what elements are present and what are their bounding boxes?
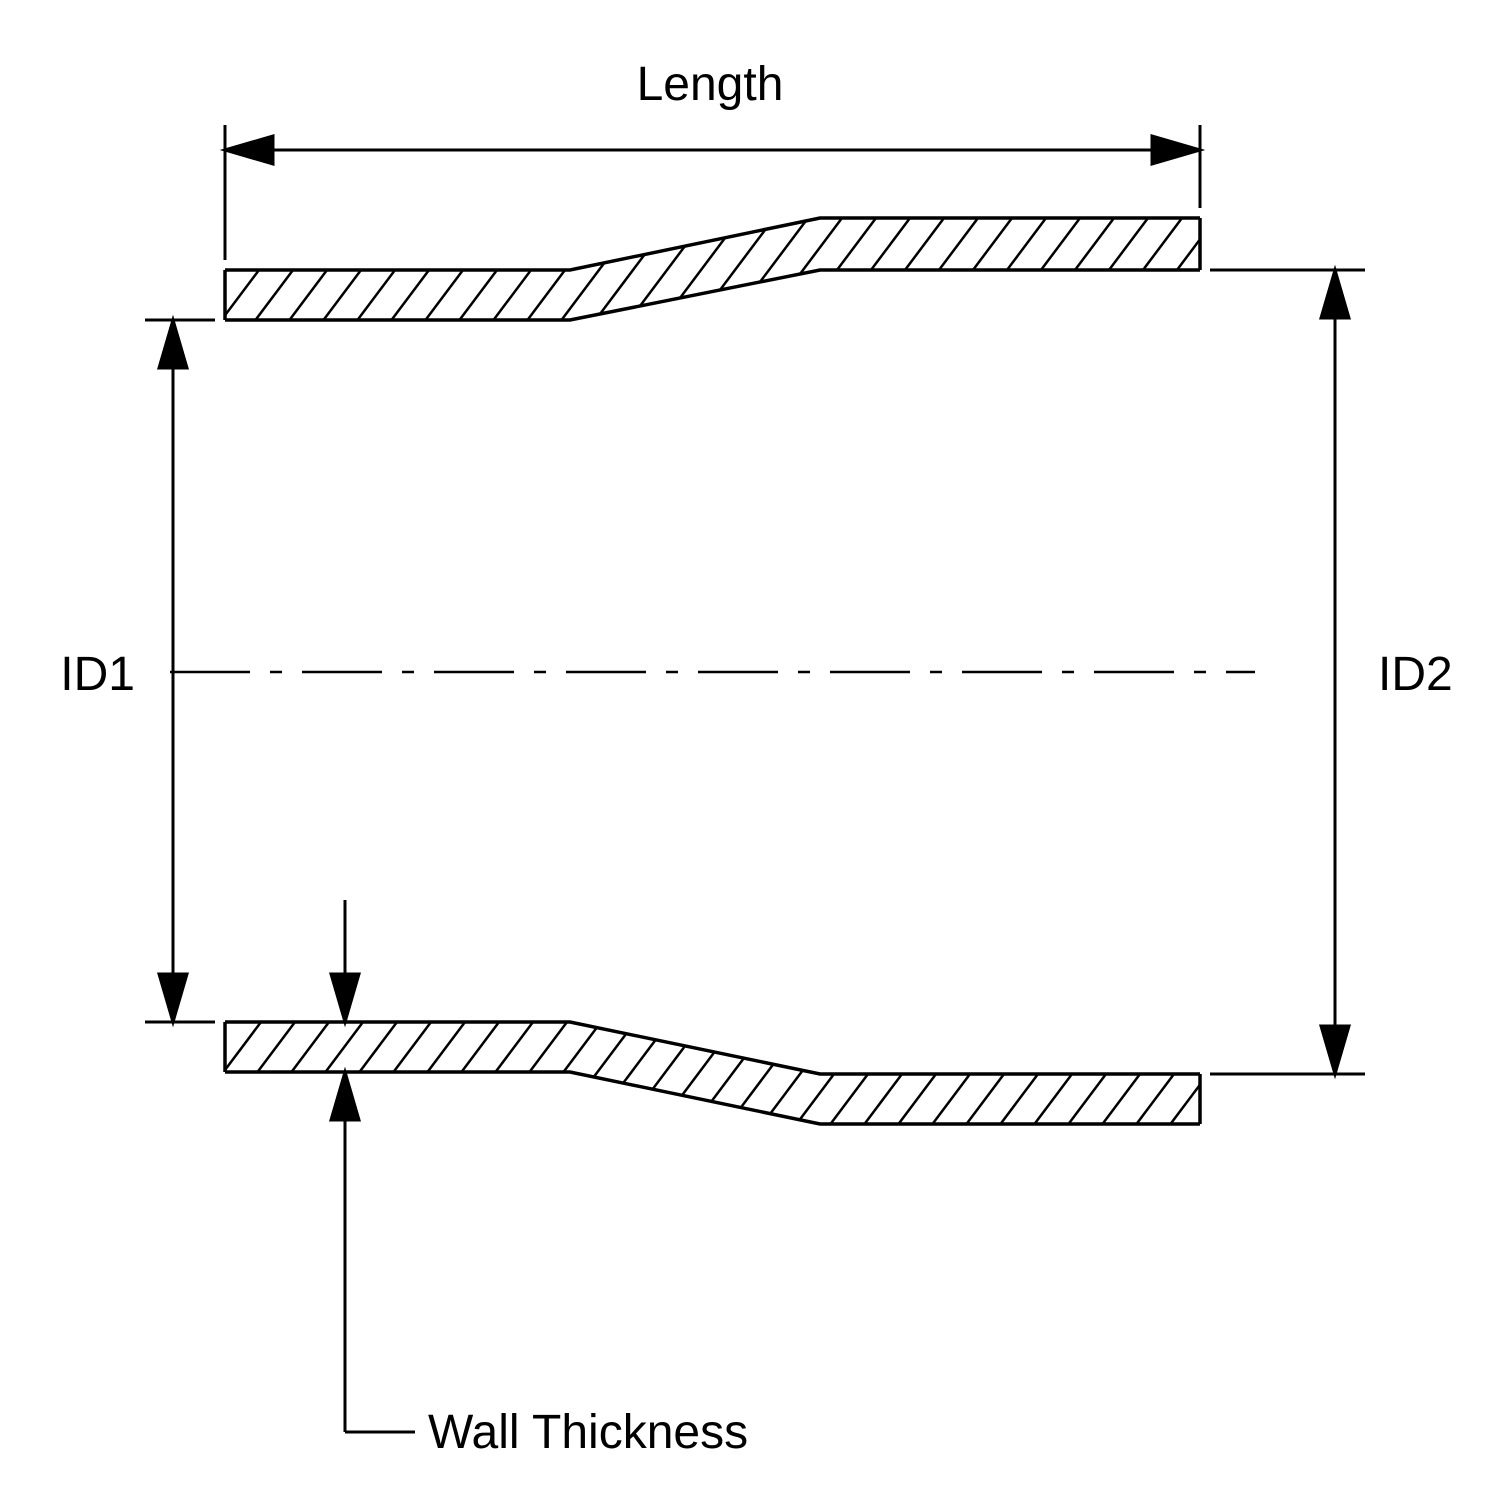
hatch-bottom bbox=[150, 970, 1320, 1170]
label-id1: ID1 bbox=[60, 648, 135, 701]
dim-wall-thickness bbox=[331, 900, 415, 1432]
label-length: Length bbox=[637, 58, 784, 111]
label-wall-thickness: Wall Thickness bbox=[428, 1406, 748, 1459]
label-id2: ID2 bbox=[1378, 648, 1453, 701]
engineering-diagram: Length ID1 ID2 Wall Thickness bbox=[0, 0, 1510, 1510]
